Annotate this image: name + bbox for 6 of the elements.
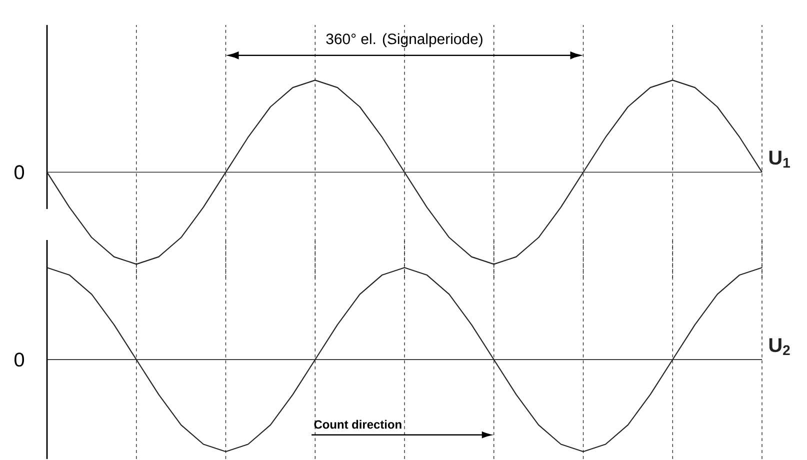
text: U$_{2}$ xyxy=(769,338,790,356)
text: 0 xyxy=(14,165,24,180)
text: 0 xyxy=(14,352,24,367)
text: 360° el. (Signalperiode) xyxy=(326,33,482,48)
annotation: Count direction xyxy=(314,420,402,429)
series-label: U$_{1}$ xyxy=(769,150,790,168)
